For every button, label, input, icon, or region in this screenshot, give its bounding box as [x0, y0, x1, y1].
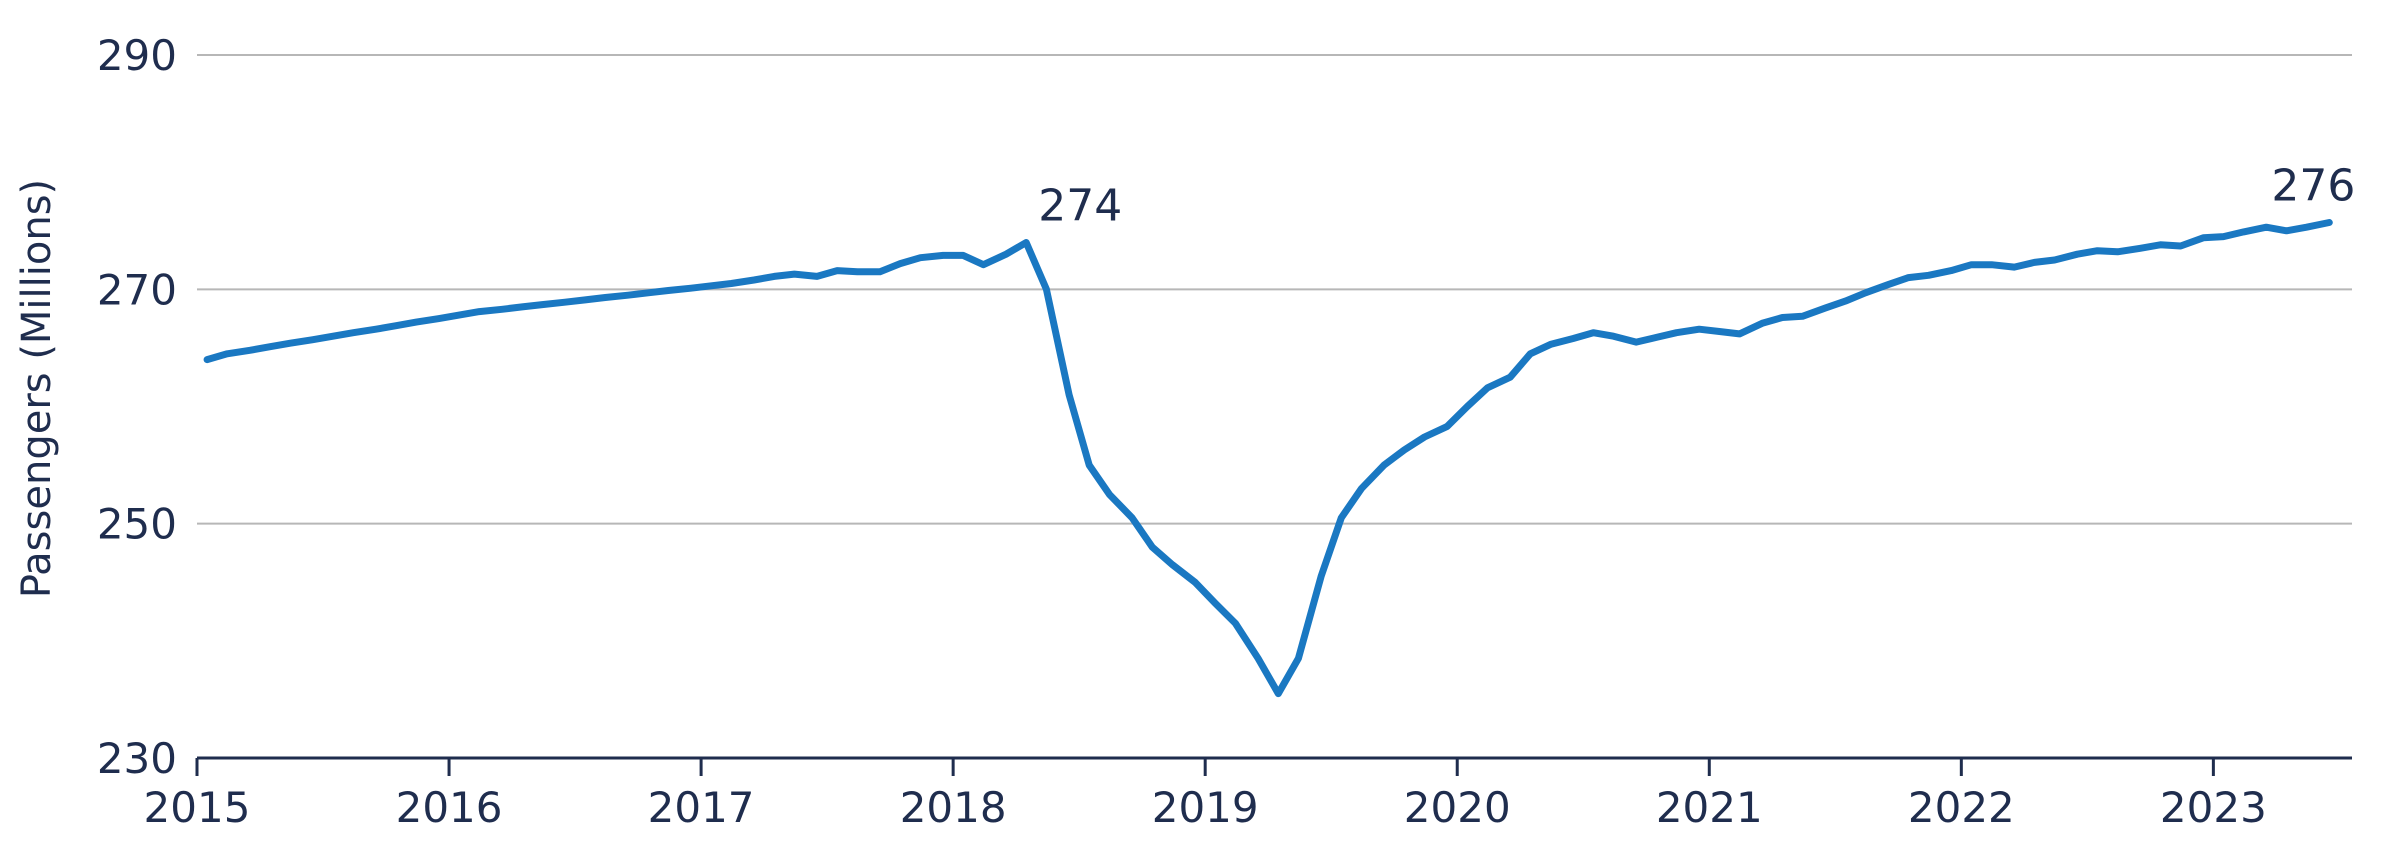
x-tick-label: 2017 [648, 783, 755, 832]
x-tick-label: 2019 [1152, 783, 1259, 832]
y-tick-label: 250 [97, 500, 177, 549]
x-tick-labels: 2015 2016 2017 2018 2019 2020 2021 2022 2023 [144, 783, 2267, 832]
gridlines [197, 54, 2352, 525]
annotation-label: 276 [2271, 161, 2355, 212]
y-tick-label: 230 [97, 734, 177, 783]
series-line [203, 219, 2333, 698]
annotations: 274 276 [1038, 161, 2355, 232]
x-tick-label: 2021 [1656, 783, 1763, 832]
x-tick-label: 2020 [1404, 783, 1511, 832]
x-axis [195, 756, 2352, 776]
series-layer [203, 219, 2333, 698]
x-tick-label: 2016 [396, 783, 503, 832]
x-tick-label: 2022 [1908, 783, 2015, 832]
y-tick-labels: 230 250 270 290 [97, 31, 177, 783]
annotation-label: 274 [1038, 180, 1122, 231]
x-tick-label: 2015 [144, 783, 251, 832]
x-tick-label: 2018 [900, 783, 1007, 832]
y-tick-label: 290 [97, 31, 177, 80]
y-axis-title: Passengers (Millions) [14, 179, 60, 598]
x-tick-label: 2023 [2160, 783, 2267, 832]
y-tick-label: 270 [97, 265, 177, 314]
